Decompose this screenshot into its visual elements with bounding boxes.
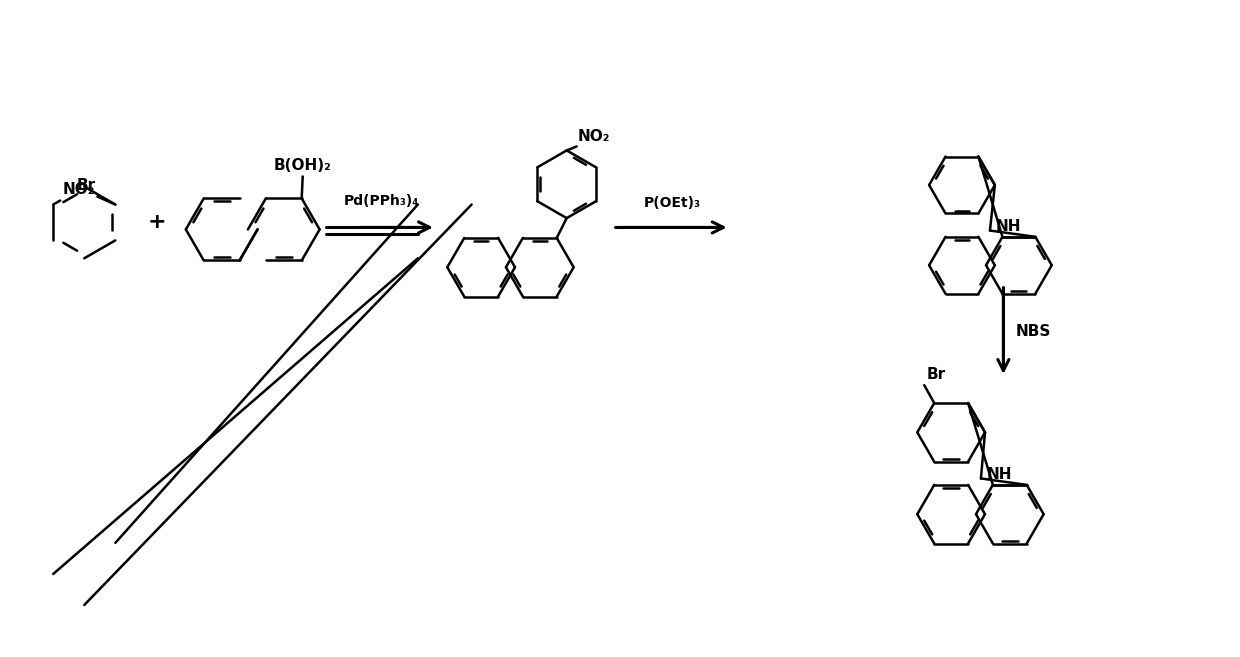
Text: NO₂: NO₂ <box>62 181 94 196</box>
Text: B(OH)₂: B(OH)₂ <box>274 158 331 173</box>
Text: Br: Br <box>926 367 945 382</box>
Text: NH: NH <box>987 467 1012 482</box>
Text: +: + <box>148 212 166 233</box>
Text: Pd(PPh₃)₄: Pd(PPh₃)₄ <box>343 194 419 208</box>
Text: Br: Br <box>77 177 95 193</box>
Text: NH: NH <box>996 219 1022 234</box>
Text: NBS: NBS <box>1016 325 1050 340</box>
Text: NO₂: NO₂ <box>578 129 610 145</box>
Text: P(OEt)₃: P(OEt)₃ <box>644 196 701 210</box>
